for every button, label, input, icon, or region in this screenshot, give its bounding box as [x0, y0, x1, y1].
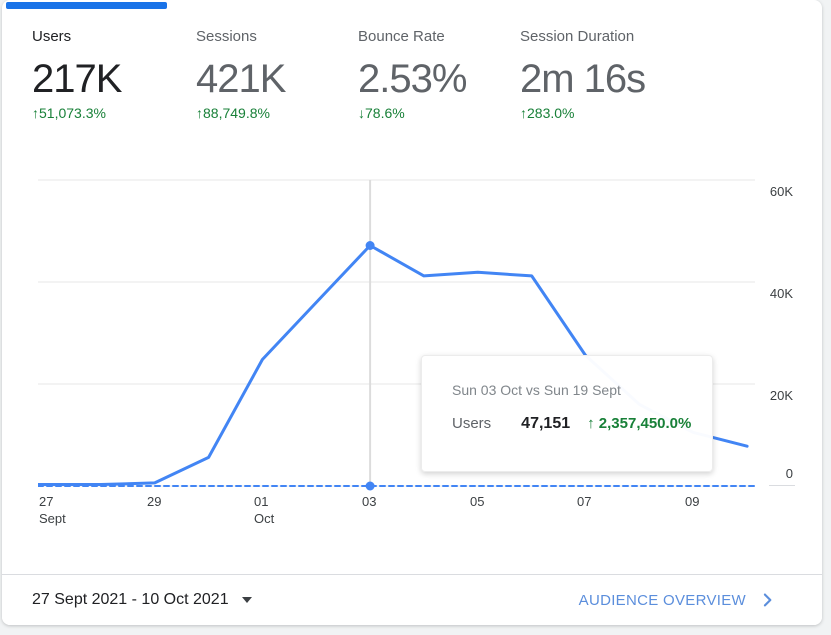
x-tick: 27 Sept: [39, 494, 66, 526]
metric-delta: ↓78.6%: [358, 105, 405, 121]
chart-tooltip: Sun 03 Oct vs Sun 19 Sept Users 47,151 ↑…: [421, 355, 713, 472]
selected-tab-indicator: [6, 2, 167, 9]
tab-bounce-rate[interactable]: Bounce Rate 2.53% ↓78.6%: [358, 28, 467, 121]
audience-overview-label: AUDIENCE OVERVIEW: [578, 591, 746, 609]
metric-label: Session Duration: [520, 28, 635, 45]
x-tick: 07: [577, 494, 592, 509]
date-range-selector[interactable]: 27 Sept 2021 - 10 Oct 2021: [32, 575, 252, 625]
tooltip-metric-delta: ↑ 2,357,450.0%: [587, 415, 692, 432]
y-tick: 20K: [769, 388, 793, 403]
tab-users[interactable]: Users 217K ↑51,073.3%: [32, 28, 122, 121]
tab-sessions[interactable]: Sessions 421K ↑88,749.8%: [196, 28, 286, 121]
y-tick: 40K: [769, 286, 793, 301]
x-tick: 01 Oct: [254, 494, 275, 526]
audience-overview-link[interactable]: AUDIENCE OVERVIEW: [579, 575, 777, 625]
metric-label: Bounce Rate: [358, 28, 445, 45]
footer-bar: 27 Sept 2021 - 10 Oct 2021 AUDIENCE OVER…: [2, 574, 822, 625]
analytics-overview-card: Users 217K ↑51,073.3% Sessions 421K ↑88,…: [2, 0, 822, 625]
metric-value: 2.53%: [358, 57, 467, 101]
y-tick: 60K: [769, 184, 793, 199]
metric-label: Users: [32, 28, 72, 45]
dropdown-caret-icon: [241, 597, 252, 603]
y-tick: 0: [785, 466, 793, 481]
metric-value: 217K: [32, 57, 122, 101]
highlight-point[interactable]: [365, 481, 375, 491]
tooltip-date-comparison: Sun 03 Oct vs Sun 19 Sept: [452, 382, 621, 398]
metric-value: 2m 16s: [520, 57, 646, 101]
tab-session-duration[interactable]: Session Duration 2m 16s ↑283.0%: [520, 28, 646, 121]
zero-axis-tick: [769, 485, 795, 486]
metric-delta: ↑283.0%: [520, 105, 575, 121]
x-tick: 03: [362, 494, 377, 509]
tooltip-metric-value: 47,151: [521, 415, 571, 432]
x-tick: 09: [685, 494, 700, 509]
metric-delta: ↑51,073.3%: [32, 105, 106, 121]
date-range-label: 27 Sept 2021 - 10 Oct 2021: [32, 591, 229, 608]
x-tick: 29: [147, 494, 162, 509]
chevron-right-icon: [763, 593, 772, 607]
metric-delta: ↑88,749.8%: [196, 105, 270, 121]
tooltip-metric-name: Users: [452, 415, 492, 432]
highlight-point[interactable]: [365, 241, 375, 250]
metric-value: 421K: [196, 57, 286, 101]
x-tick: 05: [470, 494, 485, 509]
metric-label: Sessions: [196, 28, 257, 45]
